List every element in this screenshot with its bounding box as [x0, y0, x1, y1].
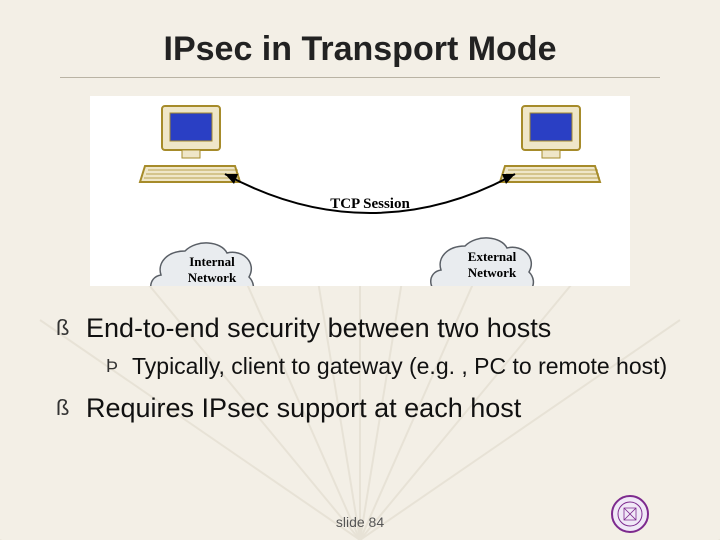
- bullet-2: ß Requires IPsec support at each host: [56, 391, 670, 425]
- cloud-external-label-1: External: [468, 249, 517, 264]
- cloud-external-label-2: Network: [468, 265, 517, 280]
- slide: IPsec in Transport Mode: [0, 0, 720, 540]
- tcp-session-edge: TCP Session: [225, 174, 515, 213]
- bullet-2-text: Requires IPsec support at each host: [86, 391, 521, 425]
- diagram: TCP Session Internal Network External Ne…: [90, 96, 630, 286]
- bullet-marker-l1: ß: [56, 311, 86, 345]
- bullet-1-1: Þ Typically, client to gateway (e.g. , P…: [106, 351, 670, 381]
- bullet-1-1-text: Typically, client to gateway (e.g. , PC …: [132, 351, 667, 381]
- diagram-svg: TCP Session Internal Network External Ne…: [90, 96, 630, 286]
- bullet-1: ß End-to-end security between two hosts: [56, 311, 670, 345]
- cloud-internal-label-1: Internal: [189, 254, 235, 269]
- cloud-external: External Network: [431, 238, 534, 286]
- host-right: [500, 106, 600, 182]
- cloud-internal-label-2: Network: [188, 270, 237, 285]
- tcp-session-label: TCP Session: [330, 196, 410, 212]
- slide-title: IPsec in Transport Mode: [50, 30, 670, 69]
- bullet-list: ß End-to-end security between two hosts …: [56, 311, 670, 425]
- cloud-internal: Internal Network: [151, 243, 254, 286]
- seal-icon: [610, 494, 650, 534]
- bullet-1-text: End-to-end security between two hosts: [86, 311, 551, 345]
- bullet-marker-l1: ß: [56, 391, 86, 425]
- host-left: [140, 106, 240, 182]
- title-rule: [60, 77, 660, 78]
- bullet-marker-l2: Þ: [106, 351, 132, 381]
